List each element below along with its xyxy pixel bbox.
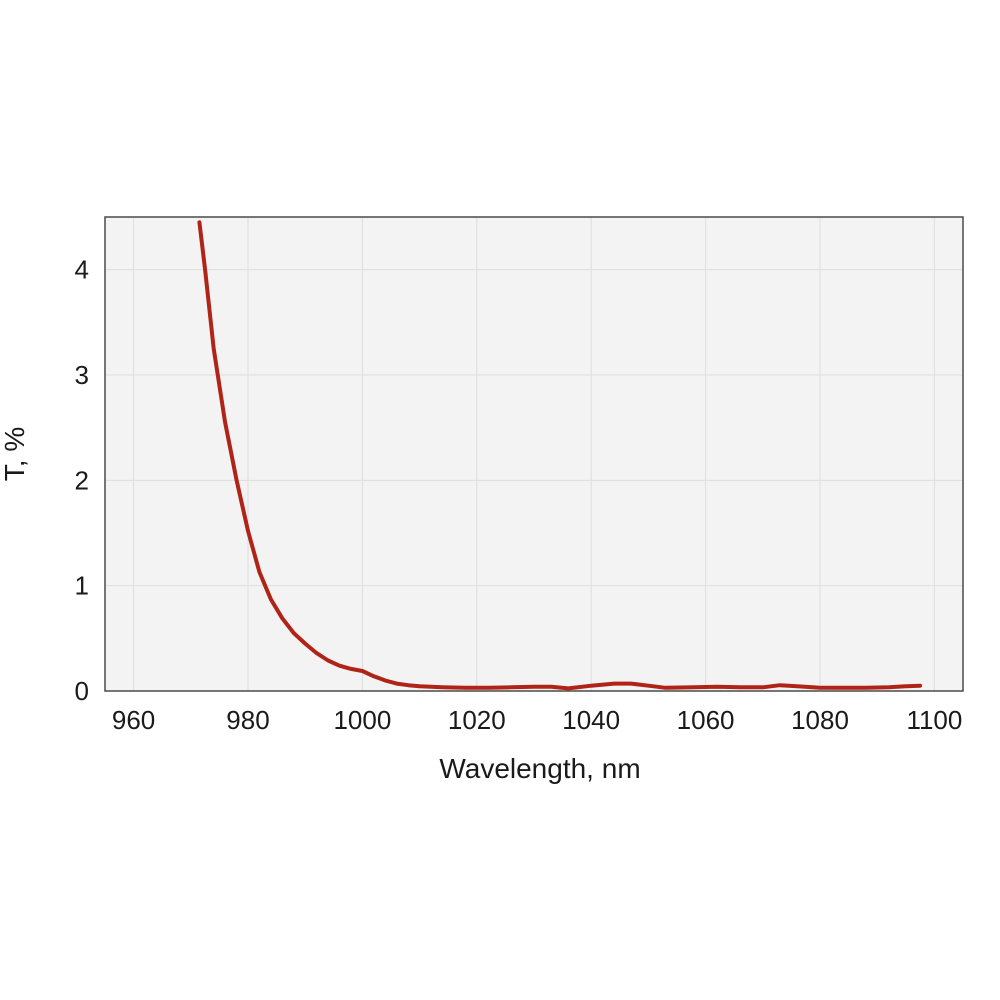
x-tick-label: 1000 (333, 705, 391, 735)
x-tick-label: 1060 (677, 705, 735, 735)
x-tick-label: 1040 (562, 705, 620, 735)
y-tick-label: 2 (75, 465, 89, 495)
x-tick-label: 1100 (906, 705, 962, 735)
y-tick-label: 0 (75, 676, 89, 706)
plot-frame (104, 216, 964, 692)
x-gridlines (133, 217, 935, 691)
y-axis-label: T, % (0, 427, 30, 481)
transmission-curve (197, 220, 923, 691)
x-tick-label: 980 (226, 705, 269, 735)
series-layer (197, 220, 923, 691)
x-tick-label: 1080 (791, 705, 849, 735)
y-axis-ticks: 0 1 2 3 4 (75, 255, 89, 706)
x-axis-ticks: 960 980 1000 1020 1040 1060 1080 1100 (112, 705, 962, 735)
plot-area (105, 217, 963, 691)
x-tick-label: 1020 (448, 705, 506, 735)
y-tick-label: 1 (75, 571, 89, 601)
x-tick-label: 960 (112, 705, 155, 735)
y-tick-label: 3 (75, 360, 89, 390)
y-gridlines (105, 269, 963, 587)
y-tick-label: 4 (75, 255, 89, 285)
x-axis-label: Wavelength, nm (439, 753, 640, 784)
